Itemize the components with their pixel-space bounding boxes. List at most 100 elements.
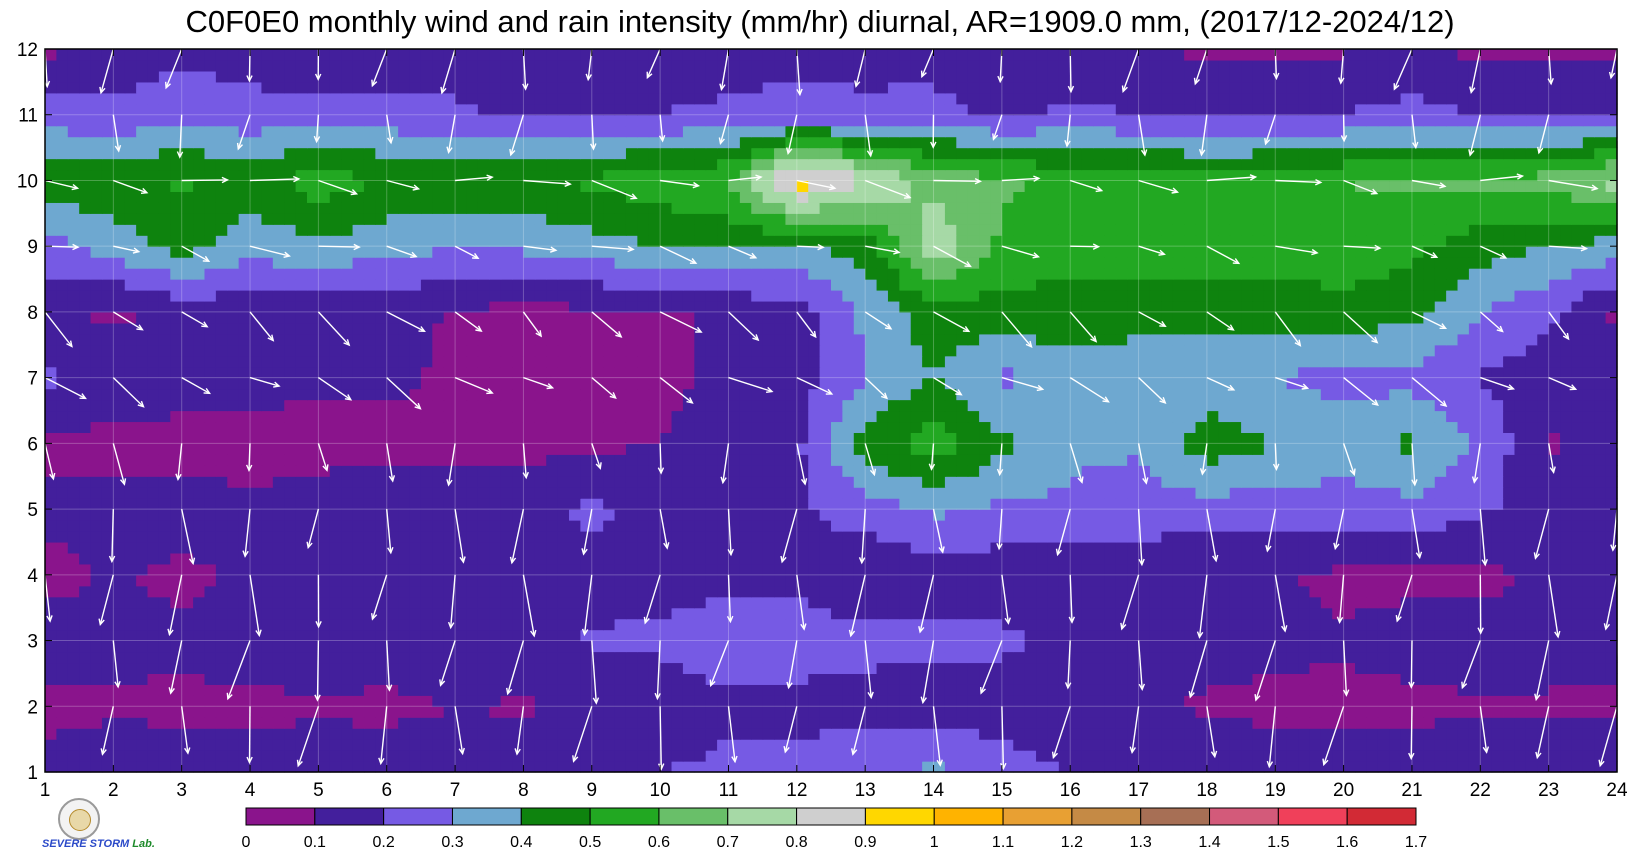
heat-cell xyxy=(876,684,889,696)
heat-cell xyxy=(1468,706,1481,718)
heat-cell xyxy=(386,629,399,642)
heat-cell xyxy=(272,377,285,390)
heat-cell xyxy=(1400,443,1413,455)
heat-cell xyxy=(899,443,912,455)
heat-cell xyxy=(261,673,274,685)
heat-cell xyxy=(1480,607,1493,620)
heat-cell xyxy=(1115,531,1128,543)
heat-cell xyxy=(1218,618,1231,631)
heat-cell xyxy=(979,728,992,740)
heat-cell xyxy=(1013,465,1026,477)
heat-cell xyxy=(1423,651,1436,664)
heat-cell xyxy=(227,443,240,455)
heat-cell xyxy=(238,552,251,565)
heat-cell xyxy=(398,487,411,499)
heat-cell xyxy=(1058,750,1071,762)
heat-cell xyxy=(124,717,137,729)
heat-cell xyxy=(363,454,376,466)
heat-cell xyxy=(1571,531,1584,543)
heat-cell xyxy=(1001,717,1014,729)
heat-cell xyxy=(1400,487,1413,499)
heat-cell xyxy=(466,520,479,532)
heat-cell xyxy=(739,739,752,751)
heat-cell xyxy=(717,607,730,620)
heat-cell xyxy=(1503,728,1516,740)
heat-cell xyxy=(136,410,149,423)
heat-cell xyxy=(990,706,1003,718)
heat-cell xyxy=(1411,443,1424,455)
heat-cell xyxy=(1104,509,1117,521)
heat-cell xyxy=(648,662,661,674)
heat-cell xyxy=(694,421,707,433)
heat-cell xyxy=(79,377,92,390)
heat-cell xyxy=(648,684,661,696)
heat-cell xyxy=(512,684,525,696)
heat-cell xyxy=(386,662,399,674)
heat-cell xyxy=(261,761,274,773)
heat-cell xyxy=(1298,421,1311,433)
heat-cell xyxy=(694,476,707,488)
heat-cell xyxy=(546,432,559,444)
heat-cell xyxy=(489,443,502,455)
heat-cell xyxy=(1127,498,1140,510)
heat-cell xyxy=(1001,684,1014,696)
heat-cell xyxy=(1355,673,1367,685)
heat-cell xyxy=(272,585,285,598)
heat-cell xyxy=(1457,487,1470,499)
heat-cell xyxy=(1161,520,1174,532)
heat-cell xyxy=(625,728,638,740)
heat-cell xyxy=(1275,399,1288,412)
heat-cell xyxy=(386,717,399,729)
heat-cell xyxy=(728,443,741,455)
heat-cell xyxy=(272,432,285,444)
heat-cell xyxy=(1081,487,1094,499)
heat-cell xyxy=(569,739,581,751)
heat-cell xyxy=(238,541,251,554)
heat-cell xyxy=(625,509,638,521)
heat-cell xyxy=(705,541,718,554)
heat-cell xyxy=(876,520,889,532)
heat-cell xyxy=(910,728,923,740)
heat-cell xyxy=(158,673,171,685)
heat-cell xyxy=(1218,410,1231,423)
heat-cell xyxy=(671,673,684,685)
heat-cell xyxy=(284,465,297,477)
heat-cell xyxy=(113,651,126,664)
heat-cell xyxy=(272,498,285,510)
heat-cell xyxy=(1093,695,1105,707)
heat-cell xyxy=(831,750,843,762)
heat-cell xyxy=(352,662,365,674)
heat-cell xyxy=(238,684,251,696)
heat-cell xyxy=(363,563,376,576)
heat-cell xyxy=(705,487,718,499)
heat-cell xyxy=(569,563,581,576)
heat-cell xyxy=(1138,629,1151,642)
heat-cell xyxy=(1104,388,1117,401)
heat-cell xyxy=(1560,684,1573,696)
heat-cell xyxy=(648,443,661,455)
heat-cell xyxy=(398,651,411,664)
heat-cell xyxy=(648,673,661,685)
heat-cell xyxy=(101,761,114,773)
heat-cell xyxy=(523,487,536,499)
heat-cell xyxy=(375,498,388,510)
heat-cell xyxy=(1605,421,1618,433)
heat-cell xyxy=(1161,454,1174,466)
heat-cell xyxy=(739,410,752,423)
heat-cell xyxy=(284,750,297,762)
heat-cell xyxy=(147,421,160,433)
heat-cell xyxy=(922,640,935,653)
heat-cell xyxy=(1263,607,1276,620)
heat-cell xyxy=(1070,399,1083,412)
heat-cell xyxy=(1320,673,1333,685)
heat-cell xyxy=(819,684,832,696)
heat-cell xyxy=(329,717,342,729)
heat-cell xyxy=(1389,596,1402,609)
heat-cell xyxy=(1024,487,1037,499)
heat-cell xyxy=(455,651,468,664)
heat-cell xyxy=(546,651,559,664)
heat-cell xyxy=(739,618,752,631)
heat-cell xyxy=(728,541,741,554)
heat-cell xyxy=(1400,684,1413,696)
heat-cell xyxy=(1309,432,1322,444)
